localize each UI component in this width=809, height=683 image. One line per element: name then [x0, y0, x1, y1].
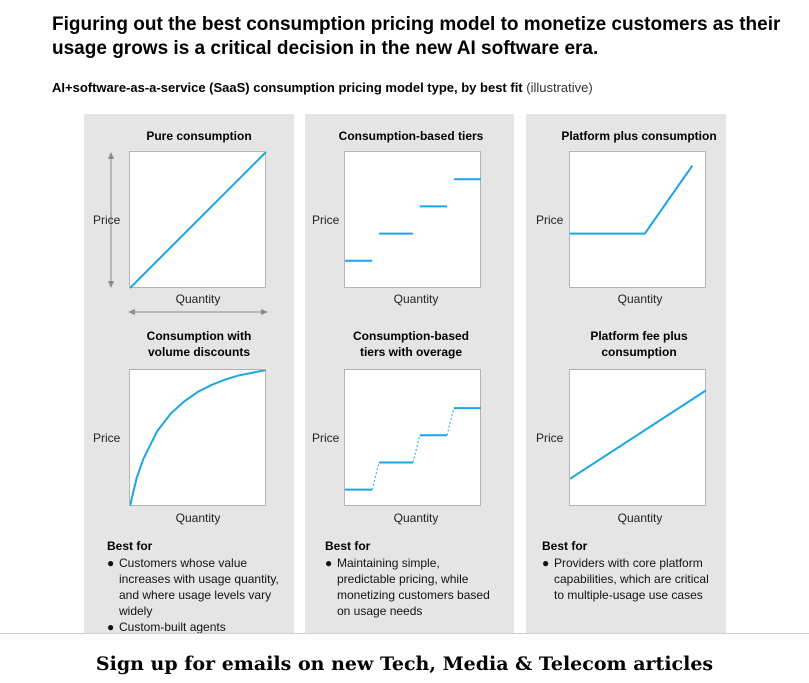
chart-svg-pure-consumption [130, 152, 267, 289]
best-for-title-2: Best for [325, 539, 371, 553]
chart-svg-platform-fee-plus-consumption [570, 389, 707, 480]
x-axis-arrow-icon [128, 309, 268, 315]
y-label-tiers-with-overage: Price [312, 431, 340, 445]
platform-fee-plus-consumption-line [570, 389, 707, 480]
list-item: ● Custom-built agents [107, 620, 226, 634]
x-label-volume-discounts: Quantity [175, 511, 221, 525]
subtitle: AI+software-as-a-service (SaaS) consumpt… [52, 80, 593, 96]
y-label-volume-discounts: Price [93, 431, 121, 445]
headline: Figuring out the best consumption pricin… [52, 14, 781, 59]
chart-title-pure-consumption: Pure consumption [146, 129, 252, 143]
volume-discount-curve [130, 370, 267, 507]
overage-tier-overage-3 [446, 407, 455, 436]
subtitle-bold: AI+software-as-a-service (SaaS) consumpt… [52, 80, 523, 95]
y-label-consumption-tiers: Price [312, 213, 340, 227]
chart-title-volume-discounts: Consumption with volume discounts [146, 329, 252, 359]
chart-title-platform-plus-consumption: Platform plus consumption [561, 129, 717, 143]
email-signup-link[interactable]: Sign up for emails on new Tech, Media & … [95, 653, 714, 675]
x-label-platform-plus-consumption: Quantity [617, 292, 663, 306]
list-item: ● Maintaining simple, predictable pricing… [325, 556, 490, 618]
plot-platform-plus-consumption [569, 151, 706, 288]
best-for-list-2: ● Maintaining simple, predictable pricing… [325, 555, 500, 619]
overage-tier-overage-2 [412, 435, 421, 463]
x-label-tiers-with-overage: Quantity [393, 511, 439, 525]
plot-pure-consumption [129, 151, 267, 289]
plot-platform-fee-plus-consumption [569, 369, 707, 506]
bullet-icon: ● [325, 556, 333, 570]
best-for-title-3: Best for [542, 539, 588, 553]
platform-plus-consumption-line [570, 165, 694, 235]
subtitle-light: (illustrative) [526, 80, 593, 95]
overage-tier-overage-1 [371, 462, 380, 490]
list-item: ● Providers with core platform capabiliti… [542, 556, 709, 602]
chart-title-tiers-with-overage: Consumption-based tiers with overage [353, 329, 469, 359]
x-label-platform-fee-plus-consumption: Quantity [617, 511, 663, 525]
chart-svg-tiers-with-overage [345, 407, 481, 491]
chart-svg-platform-plus-consumption [570, 165, 694, 235]
plot-tiers-with-overage [344, 369, 481, 506]
chart-svg-consumption-tiers [345, 178, 481, 262]
plot-volume-discounts [129, 369, 267, 507]
x-label-pure-consumption: Quantity [175, 292, 221, 306]
best-for-list-3: ● Providers with core platform capabiliti… [542, 555, 717, 603]
x-label-consumption-tiers: Quantity [393, 292, 439, 306]
best-for-list-1: ● Customers whose value increases with us… [107, 555, 282, 635]
best-for-title-1: Best for [107, 539, 153, 553]
plot-consumption-tiers [344, 151, 481, 288]
y-label-platform-plus-consumption: Price [536, 213, 564, 227]
y-axis-arrow-icon [108, 152, 114, 288]
chart-svg-volume-discounts [130, 370, 267, 507]
list-item: ● Customers whose value increases with us… [107, 556, 279, 618]
bullet-icon: ● [542, 556, 550, 570]
y-label-platform-fee-plus-consumption: Price [536, 431, 564, 445]
bullet-icon: ● [107, 620, 115, 634]
chart-title-platform-fee-plus-consumption: Platform fee plus consumption [590, 329, 688, 359]
chart-title-consumption-tiers: Consumption-based tiers [338, 129, 484, 143]
pure-consumption-line [130, 152, 267, 289]
y-label-pure-consumption: Price [93, 213, 121, 227]
bullet-icon: ● [107, 556, 115, 570]
email-signup-bar [0, 633, 809, 683]
